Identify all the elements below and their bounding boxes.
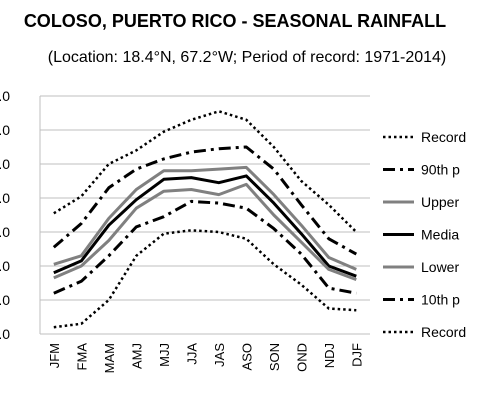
y-tick-label: .0 — [0, 156, 10, 172]
y-tick-label: .0 — [0, 88, 10, 104]
grid — [39, 95, 370, 335]
x-tick-label: SON — [267, 343, 282, 371]
series-line-7 — [53, 229, 357, 329]
legend: Record 90th p Upper Media Lower 10th p Record — [383, 129, 466, 340]
y-axis-tick-labels: .0 .0 .0 .0 .0 .0 .0 .0 — [0, 88, 10, 342]
x-tick-label: JFM — [47, 343, 62, 368]
y-tick-label: .0 — [0, 326, 10, 342]
y-tick-label: .0 — [0, 224, 10, 240]
x-tick-label: MAM — [102, 343, 117, 373]
series-line-4 — [53, 174, 357, 278]
series-line-3 — [53, 165, 357, 271]
x-tick-label: ASO — [239, 343, 254, 370]
legend-label: 10th p — [421, 292, 460, 308]
series-line-6 — [53, 199, 357, 295]
legend-label: Upper — [421, 194, 459, 210]
legend-label: Lower — [421, 259, 459, 275]
legend-label: 90th p — [421, 162, 460, 178]
x-tick-label: JAS — [212, 343, 227, 367]
legend-label: Record — [421, 324, 466, 340]
x-tick-label: DJF — [349, 343, 364, 367]
series-line-1 — [53, 110, 358, 233]
y-tick-label: .0 — [0, 258, 10, 274]
x-tick-label: OND — [294, 343, 309, 372]
chart-title: COLOSO, PUERTO RICO - SEASONAL RAINFALL — [24, 11, 446, 31]
x-tick-label: FMA — [74, 343, 89, 371]
x-axis-tick-labels: JFM FMA MAM AMJ MJJ JJA JAS ASO SON OND NDJ DJF — [47, 343, 365, 374]
x-tick-label: NDJ — [322, 343, 337, 368]
legend-label: Media — [421, 227, 459, 243]
y-tick-label: .0 — [0, 190, 10, 206]
series-line-5 — [53, 182, 357, 282]
y-tick-label: .0 — [0, 292, 10, 308]
series-line-2 — [52, 145, 358, 256]
chart-subtitle: (Location: 18.4°N, 67.2°W; Period of rec… — [48, 49, 447, 66]
x-tick-label: JJA — [184, 343, 199, 365]
x-tick-label: AMJ — [129, 343, 144, 369]
x-tick-label: MJJ — [157, 343, 172, 367]
legend-label: Record — [421, 129, 466, 145]
series-lines — [52, 110, 358, 329]
y-tick-label: .0 — [0, 122, 10, 138]
